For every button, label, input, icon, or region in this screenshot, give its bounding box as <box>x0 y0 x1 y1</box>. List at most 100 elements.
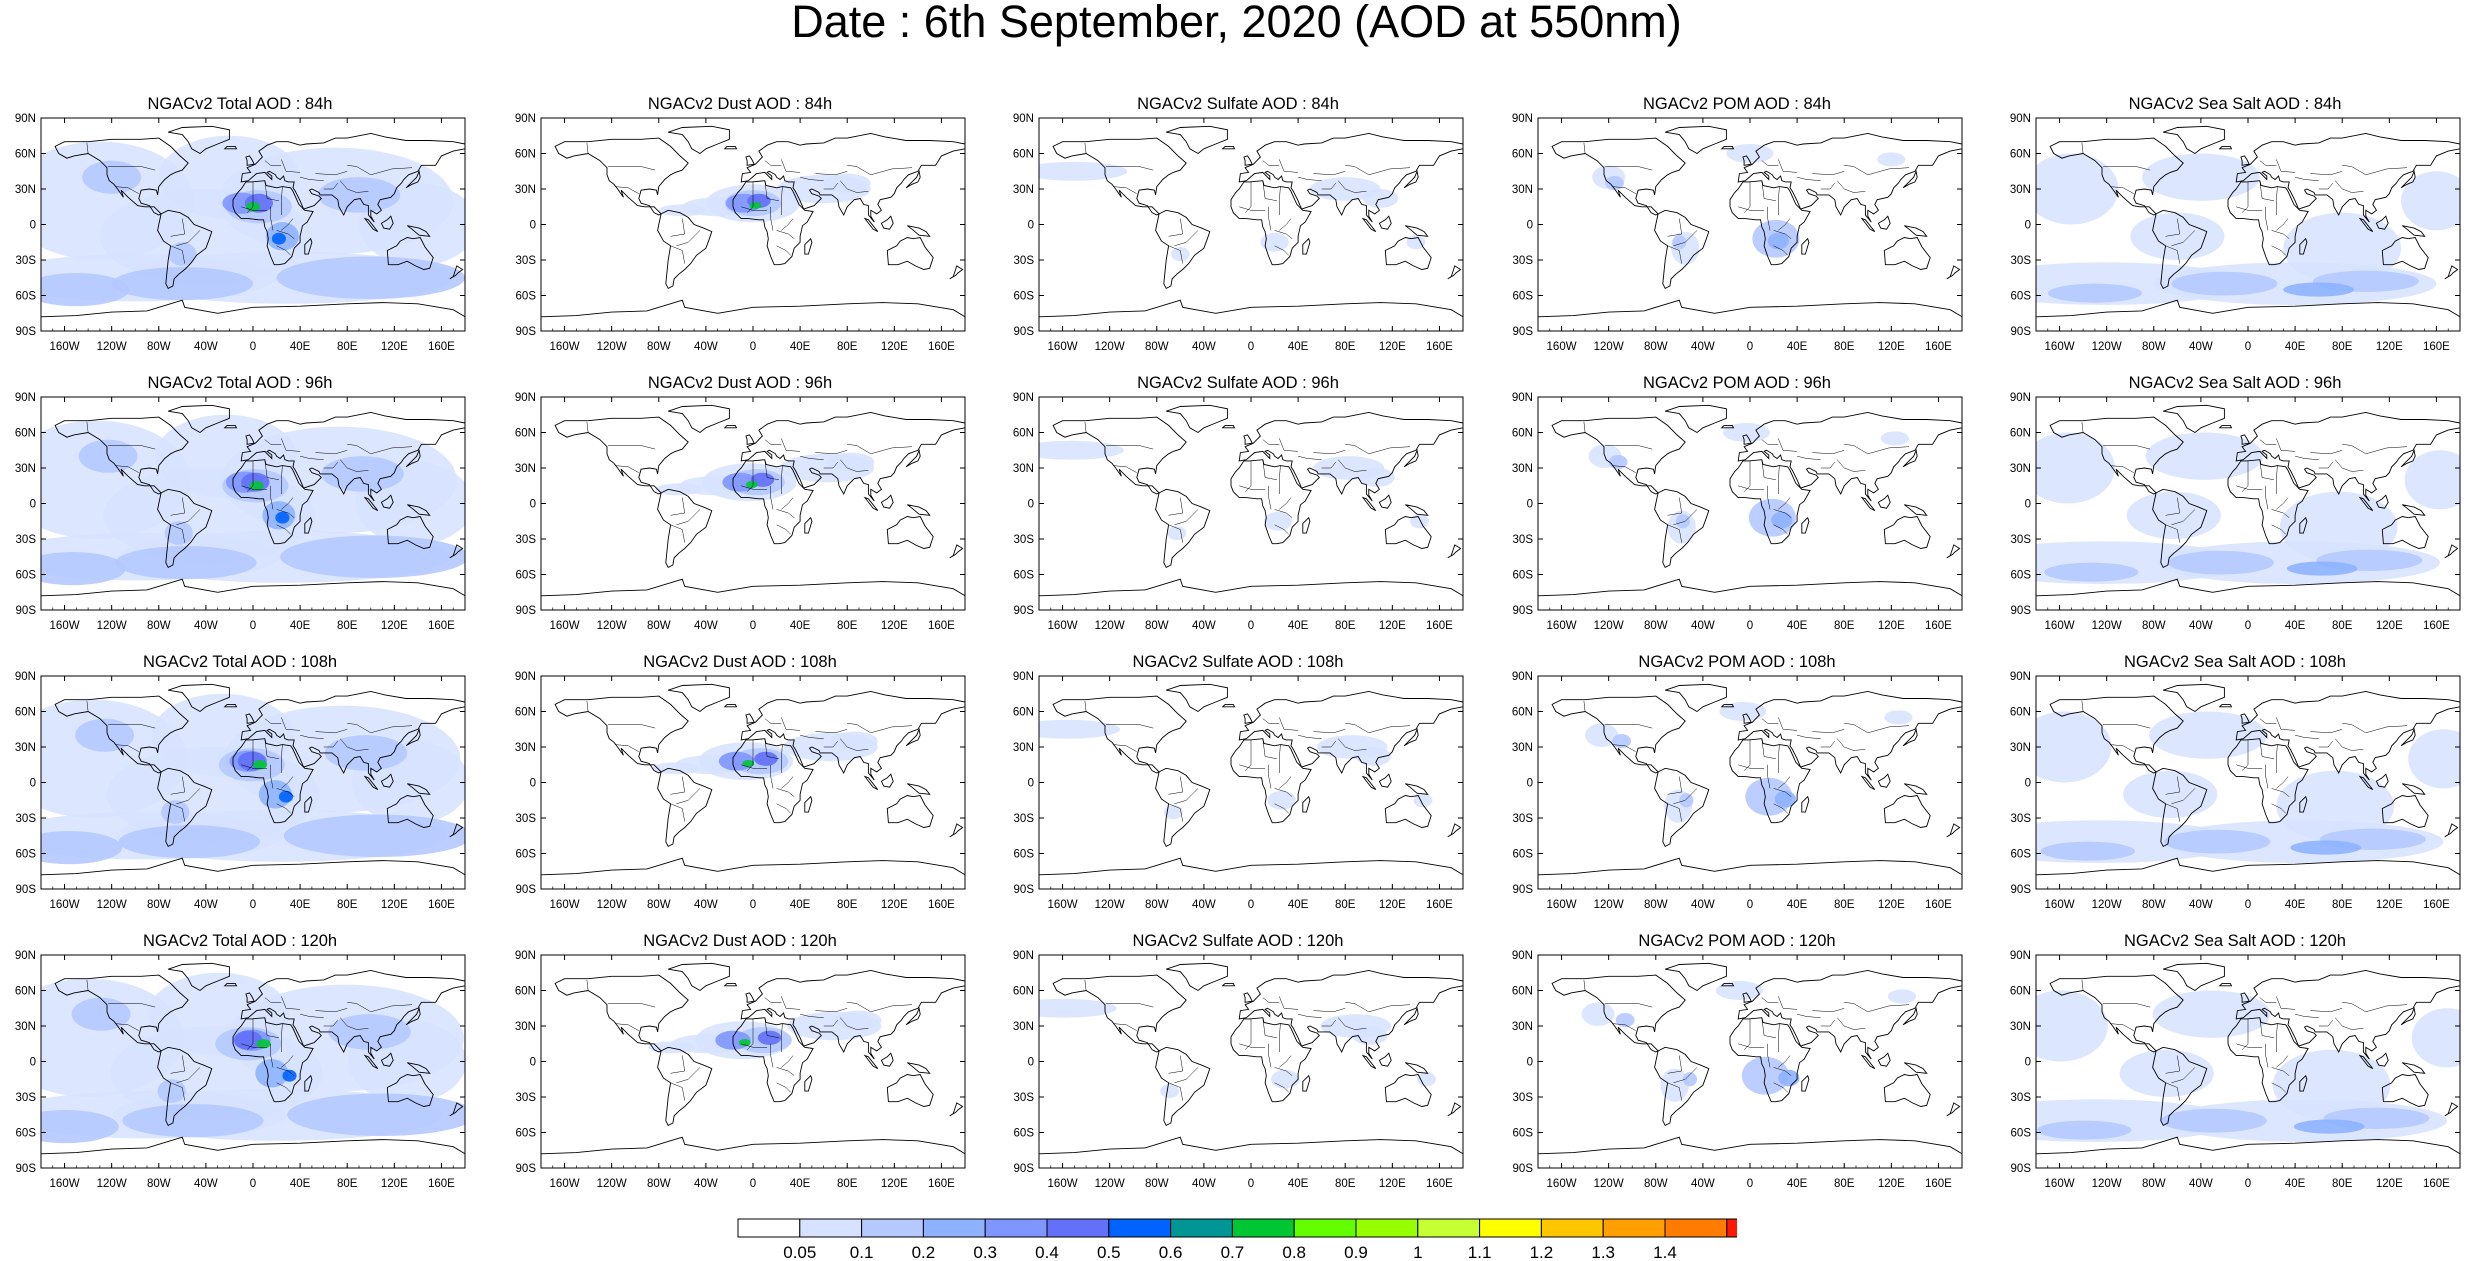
coastline-japan <box>1403 1006 1419 1026</box>
aod-blob <box>1615 1012 1635 1028</box>
coastline-sumatra <box>1860 775 1876 791</box>
aod-field <box>1039 998 1436 1099</box>
country-border <box>1345 444 1411 455</box>
country-border <box>781 218 794 231</box>
country-border <box>1673 509 1698 526</box>
coastline-europe-asia <box>240 969 465 1060</box>
coastline-south-america <box>1155 209 1211 290</box>
country-border <box>2081 979 2084 991</box>
lon-label: 80E <box>1335 899 1356 911</box>
aod-blob <box>2404 450 2460 510</box>
country-border <box>1778 465 1780 494</box>
coastline-madagascar <box>304 1074 313 1092</box>
country-border <box>2310 729 2343 734</box>
lon-label: 120E <box>1878 620 1905 632</box>
country-border <box>1113 744 1137 752</box>
coastline-south-america <box>657 209 713 290</box>
country-border <box>1262 718 1280 724</box>
aod-blob <box>830 731 878 751</box>
aod-blob <box>1581 1002 1615 1026</box>
coastline-south-america <box>1654 1046 1710 1127</box>
aod-blob <box>1260 232 1289 252</box>
country-border <box>1844 723 1910 734</box>
aod-blob <box>75 718 135 752</box>
aod-blob <box>1682 1072 1697 1087</box>
lon-label: 120E <box>1379 1178 1406 1190</box>
aod-blob <box>1417 1072 1436 1087</box>
lat-label: 0 <box>2025 778 2031 790</box>
lon-label: 120E <box>381 341 408 353</box>
coastline-greenland <box>668 125 730 155</box>
country-border <box>1262 459 1277 481</box>
country-border <box>2318 461 2333 469</box>
lon-label: 120W <box>597 341 627 353</box>
country-border <box>1279 438 1299 452</box>
aod-blob <box>2293 1119 2365 1134</box>
aod-blob <box>1605 175 1624 191</box>
lat-label: 60S <box>516 291 537 303</box>
lon-label: 0 <box>750 899 756 911</box>
country-border <box>776 230 795 239</box>
lon-label: 40E <box>1787 899 1808 911</box>
coastline-antarctica <box>41 578 465 610</box>
country-border <box>246 739 254 771</box>
country-border <box>1321 182 1336 190</box>
country-border <box>2165 497 2180 516</box>
lon-label: 40E <box>790 341 811 353</box>
country-border <box>1667 1055 1682 1074</box>
lat-label: 0 <box>30 778 36 790</box>
country-border <box>276 788 295 797</box>
coastline-uk <box>245 713 255 724</box>
coastline-greenland <box>168 404 230 434</box>
coastline-greenland <box>668 404 730 434</box>
country-border <box>764 459 779 481</box>
map-background <box>1039 397 1463 610</box>
country-border <box>741 485 768 490</box>
lon-label: 80E <box>2332 620 2353 632</box>
lat-label: 60S <box>516 1128 537 1140</box>
country-border <box>2271 230 2290 239</box>
country-border <box>170 218 185 237</box>
lat-label: 90S <box>1513 605 1534 617</box>
coastlines <box>541 125 965 331</box>
country-border <box>1667 497 1682 516</box>
lat-label: 0 <box>1527 220 1533 232</box>
coastline-greenland <box>1665 962 1727 992</box>
aod-blob <box>1160 1083 1180 1099</box>
colorbar: 0.05 0.1 0.2 0.3 0.4 0.5 0.6 0.7 0.8 0.9 1 1.1 1.2 1.… <box>737 1218 1737 1261</box>
country-border <box>347 165 413 176</box>
lon-label: 80W <box>2142 1178 2166 1190</box>
country-border <box>170 497 185 516</box>
coastline-sumatra <box>863 496 879 512</box>
coastline-iceland <box>2218 145 2233 150</box>
lat-label: 90S <box>2011 326 2032 338</box>
colorbar-label: 0.7 <box>1221 1243 1245 1261</box>
coastline-japan <box>2400 169 2416 189</box>
lat-label: 30N <box>15 742 36 754</box>
colorbar-label: 1.4 <box>1653 1243 1677 1261</box>
country-border <box>840 459 869 472</box>
country-border <box>1820 1019 1835 1027</box>
country-border <box>1820 182 1835 190</box>
aod-blob <box>742 760 755 768</box>
coastline-australia <box>1384 795 1432 828</box>
colorbar-box <box>1602 1218 1666 1238</box>
coastline-africa <box>1230 1017 1312 1103</box>
coastline-australia <box>2381 795 2429 828</box>
lon-label: 80W <box>147 341 171 353</box>
lat-label: 90N <box>1013 950 1034 962</box>
aod-blob <box>1267 790 1296 810</box>
lat-label: 30N <box>515 184 536 196</box>
lon-label: 40E <box>1787 1178 1808 1190</box>
country-border <box>1778 776 1791 789</box>
aod-blob <box>834 1010 882 1030</box>
lon-label: 80W <box>1644 899 1668 911</box>
country-border <box>1767 206 1771 231</box>
country-border <box>608 166 656 171</box>
coastline-europe-asia <box>1737 690 1962 781</box>
country-border <box>115 186 139 194</box>
lat-label: 60N <box>515 149 536 161</box>
country-border <box>1743 181 1751 213</box>
coastline-north-america <box>554 137 689 216</box>
colorbar-box <box>984 1218 1048 1238</box>
